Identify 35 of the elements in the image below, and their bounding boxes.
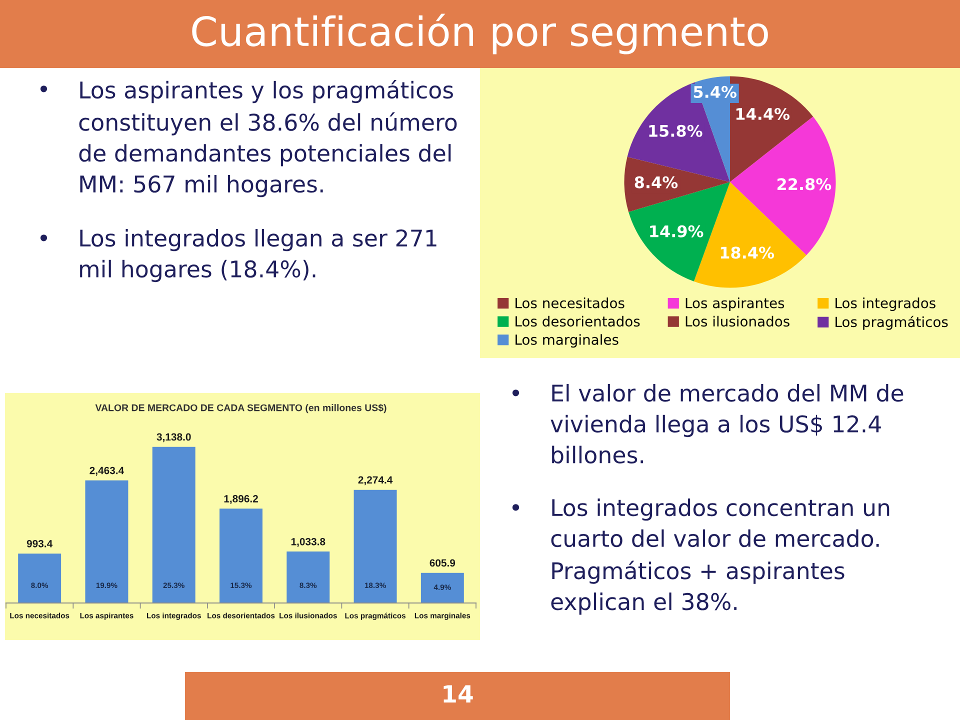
data-label: 8.4%	[634, 176, 678, 188]
chart-title: VALOR DE MERCADO DE CADA SEGMENTO (en millones US$)	[95, 404, 386, 414]
data-label: 2,274.4	[358, 476, 393, 486]
data-label: 22.8%	[778, 178, 832, 190]
text: 14	[444, 685, 473, 703]
legend-label: Los aspirantes	[686, 298, 784, 311]
data-label: 18.4%	[720, 246, 774, 259]
legend-label: Los integrados	[836, 298, 936, 311]
text: • El valor de mercado del MM de vivienda llega a los US$ 12.4 billones.	[512, 384, 904, 464]
data-label: 993.4	[26, 540, 53, 548]
data-label: 5.4%	[694, 86, 736, 98]
data-label: 605.9	[430, 559, 456, 567]
data-label: 14.9%	[650, 225, 704, 238]
bar	[354, 490, 397, 603]
legend-label: Los necesitados	[516, 298, 624, 308]
data-label: 3,138.0	[156, 433, 191, 442]
data-label: 2,463.4	[90, 466, 124, 476]
legend-label: Los desorientados	[516, 316, 640, 327]
bar	[286, 552, 330, 603]
data-label: 1,896.2	[224, 495, 258, 504]
bar	[152, 446, 196, 603]
bar	[220, 508, 262, 603]
data-label: 1,033.8	[291, 538, 326, 547]
text: • Los integrados llegan a ser 271 mil hogares (18.4%).	[40, 229, 436, 282]
text: • Los integrados concentran un cuarto del valor de mercado. Pragmáticos + aspirantes explican el 38%.	[512, 498, 890, 615]
legend-label: Los marginales	[516, 334, 618, 348]
bar	[18, 554, 62, 603]
bar	[420, 572, 464, 603]
text: Cuantificación por segmento	[192, 14, 768, 54]
data-label: 14.4%	[736, 108, 790, 120]
text: • Los aspirantes y los pragmáticos constituyen el 38.6% del número de demandantes potenciales del MM: 567 mil hogares.	[40, 80, 457, 198]
legend-label: Los ilusionados	[686, 316, 790, 327]
legend-label: Los pragmáticos	[836, 316, 948, 330]
bar	[85, 480, 128, 603]
data-label: 15.8%	[649, 124, 702, 137]
